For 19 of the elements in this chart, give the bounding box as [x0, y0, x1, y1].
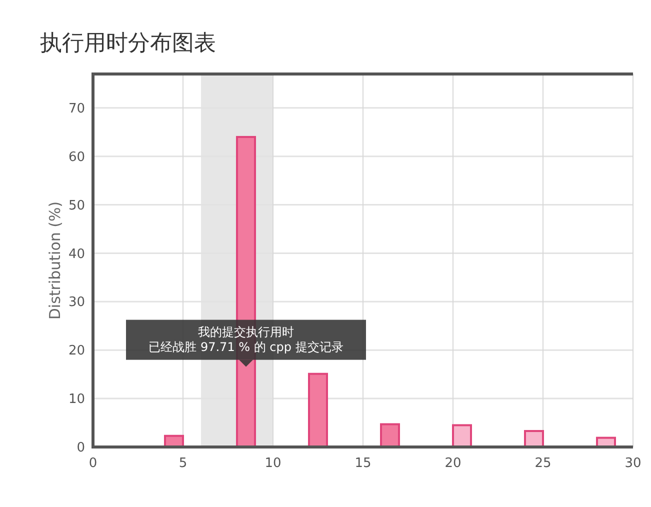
x-tick-label: 30 [624, 456, 642, 471]
y-tick-label: 30 [68, 295, 85, 310]
x-tick-label: 20 [444, 456, 462, 471]
y-tick-label: 70 [68, 101, 85, 116]
x-tick-label: 5 [178, 456, 188, 471]
x-tick-label: 0 [88, 456, 98, 471]
y-tick-label: 0 [76, 440, 85, 456]
y-tick-label: 20 [68, 344, 85, 359]
y-tick-label: 60 [68, 150, 85, 165]
x-tick-label: 10 [264, 456, 282, 471]
annotation: 已经战胜 97.71 % 的 cpp 提交记录 [148, 340, 344, 354]
y-axis-title: Distribution (%) [46, 201, 64, 320]
annotation: 我的提交执行用时 [198, 324, 294, 339]
x-tick-label: 25 [534, 456, 552, 471]
x-tick-label: 15 [354, 456, 372, 471]
y-tick-label: 10 [68, 392, 85, 408]
chart-title: 执行用时分布图表 [40, 31, 216, 56]
y-tick-label: 50 [68, 198, 85, 214]
y-tick-label: 40 [68, 246, 85, 262]
